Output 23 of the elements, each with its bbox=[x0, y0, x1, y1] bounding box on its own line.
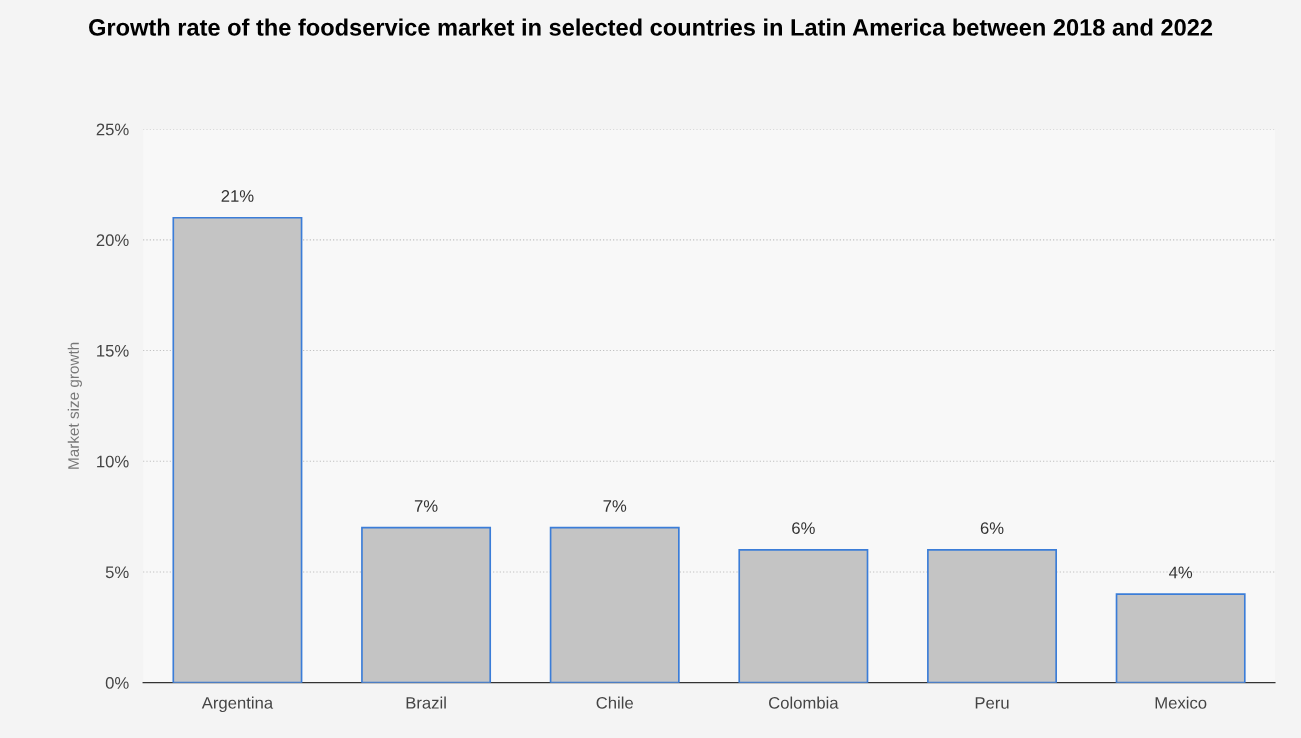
data-label: 4% bbox=[1169, 566, 1193, 579]
data-label: 6% bbox=[792, 522, 815, 535]
x-tick-label: Colombia bbox=[769, 696, 839, 709]
y-tick-label: 25% bbox=[96, 123, 129, 136]
data-label: 6% bbox=[980, 522, 1004, 535]
data-label: 21% bbox=[221, 190, 254, 202]
x-tick-label: Mexico bbox=[1155, 696, 1207, 709]
y-tick-label: 5% bbox=[105, 566, 129, 579]
y-tick-label: 10% bbox=[97, 455, 129, 468]
y-axis-title: Market size growth bbox=[67, 342, 82, 469]
x-tick-label: Chile bbox=[596, 696, 633, 709]
y-tick-label: 15% bbox=[97, 345, 129, 357]
y-tick-label: 20% bbox=[96, 234, 129, 247]
data-label: 7% bbox=[603, 500, 627, 512]
bar bbox=[927, 548, 1057, 683]
bar bbox=[1115, 593, 1246, 683]
y-tick-label: 0% bbox=[105, 677, 129, 689]
x-tick-label: Brazil bbox=[406, 696, 446, 709]
x-tick-label: Argentina bbox=[201, 696, 274, 713]
x-tick-label: Peru bbox=[975, 697, 1009, 709]
chart-title: Growth rate of the foodservice market in selected countries in Latin America between 2018 and 2022 bbox=[89, 18, 1213, 36]
bar bbox=[172, 216, 303, 683]
data-label: 7% bbox=[414, 500, 438, 512]
